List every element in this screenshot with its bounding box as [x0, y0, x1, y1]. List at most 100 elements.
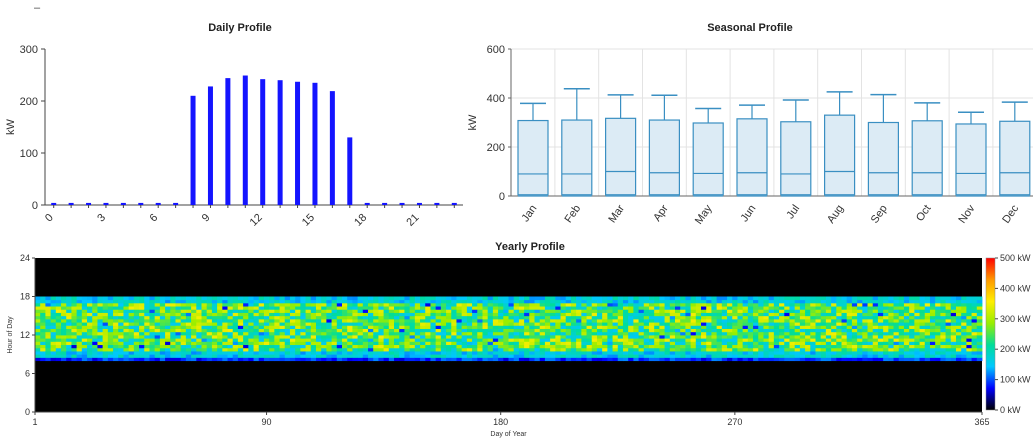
heatmap-cell	[872, 341, 879, 346]
heatmap-cell	[331, 344, 338, 349]
heatmap-cell	[394, 322, 400, 326]
heatmap-cell	[789, 331, 796, 336]
heatmap-cell	[456, 315, 463, 320]
heatmap-cell	[529, 347, 535, 352]
heatmap-cell	[102, 296, 109, 301]
heatmap-cell	[279, 338, 286, 342]
heatmap-cell	[961, 306, 967, 310]
heatmap-cell	[284, 357, 291, 362]
heatmap-cell	[893, 357, 900, 362]
heatmap-cell	[825, 318, 832, 323]
heatmap-cell	[170, 341, 176, 346]
heatmap-cell	[898, 325, 905, 329]
heatmap-cell	[50, 341, 57, 346]
heatmap-cell	[144, 357, 150, 362]
heatmap-cell	[841, 296, 848, 301]
heatmap-cell	[701, 322, 707, 326]
heatmap-cell	[805, 338, 811, 342]
heatmap-cell	[248, 331, 254, 336]
heatmap-cell	[576, 331, 582, 336]
heatmap-cell	[279, 341, 286, 346]
heatmap-cell	[966, 309, 972, 313]
heatmap-cell	[929, 335, 936, 339]
heatmap-cell	[664, 302, 671, 307]
heatmap-cell	[378, 299, 385, 304]
heatmap-cell	[810, 351, 816, 355]
heatmap-cell	[128, 312, 135, 317]
heatmap-cell	[742, 357, 749, 362]
heatmap-cell	[877, 347, 884, 352]
heatmap-cell	[919, 344, 926, 349]
heatmap-cell	[659, 296, 665, 301]
heatmap-cell	[414, 322, 421, 326]
heatmap-cell	[872, 328, 879, 333]
heatmap-cell	[66, 357, 72, 362]
heatmap-cell	[149, 357, 156, 362]
heatmap-cell	[727, 338, 733, 342]
heatmap-cell	[40, 335, 46, 339]
heatmap-cell	[118, 347, 124, 352]
heatmap-cell	[139, 341, 145, 346]
heatmap-cell	[211, 296, 218, 301]
heatmap-cell	[144, 325, 150, 329]
heatmap-cell	[466, 309, 473, 313]
heatmap-cell	[305, 302, 312, 307]
heatmap-cell	[451, 309, 457, 313]
heatmap-cell	[518, 351, 525, 355]
heatmap-cell	[643, 325, 650, 329]
heatmap-cell	[820, 325, 827, 329]
heatmap-cell	[638, 347, 645, 352]
heatmap-cell	[81, 341, 88, 346]
heatmap-cell	[232, 318, 239, 323]
heatmap-cell	[903, 351, 910, 355]
heatmap-cell	[883, 335, 889, 339]
heatmap-cell	[836, 322, 842, 326]
heatmap-cell	[461, 351, 468, 355]
x-tick-label: 18	[352, 212, 369, 229]
heatmap-cell	[440, 338, 447, 342]
heatmap-cell	[872, 315, 879, 320]
heatmap-cell	[440, 309, 447, 313]
heatmap-cell	[289, 354, 296, 358]
heatmap-cell	[227, 306, 234, 310]
heatmap-cell	[903, 354, 910, 358]
heatmap-cell	[815, 318, 822, 323]
heatmap-cell	[222, 354, 228, 358]
heatmap-cell	[550, 357, 556, 362]
heatmap-cell	[576, 315, 582, 320]
heatmap-cell	[378, 335, 385, 339]
heatmap-cell	[607, 299, 613, 304]
heatmap-cell	[61, 351, 67, 355]
heatmap-cell	[154, 347, 161, 352]
heatmap-cell	[118, 328, 124, 333]
heatmap-cell	[414, 338, 421, 342]
heatmap-cell	[758, 299, 764, 304]
heatmap-cell	[123, 338, 130, 342]
heatmap-cell	[113, 302, 119, 307]
heatmap-cell	[825, 302, 832, 307]
heatmap-cell	[935, 318, 941, 323]
heatmap-cell	[508, 322, 515, 326]
heatmap-cell	[440, 351, 447, 355]
heatmap-cell	[498, 351, 504, 355]
heatmap-cell	[841, 351, 848, 355]
heatmap-cell	[685, 315, 692, 320]
heatmap-cell	[409, 299, 416, 304]
heatmap-cell	[92, 357, 98, 362]
heatmap-cell	[336, 325, 343, 329]
heatmap-cell	[883, 318, 889, 323]
heatmap-cell	[102, 351, 109, 355]
heatmap-cell	[326, 354, 332, 358]
heatmap-cell	[794, 335, 801, 339]
heatmap-cell	[544, 296, 551, 301]
heatmap-cell	[659, 347, 665, 352]
heatmap-cell	[701, 309, 707, 313]
heatmap-cell	[555, 341, 561, 346]
heatmap-cell	[893, 309, 900, 313]
heatmap-cell	[196, 322, 202, 326]
heatmap-cell	[742, 309, 749, 313]
heatmap-cell	[570, 322, 577, 326]
heatmap-cell	[872, 338, 879, 342]
heatmap-cell	[211, 341, 218, 346]
heatmap-cell	[929, 312, 936, 317]
